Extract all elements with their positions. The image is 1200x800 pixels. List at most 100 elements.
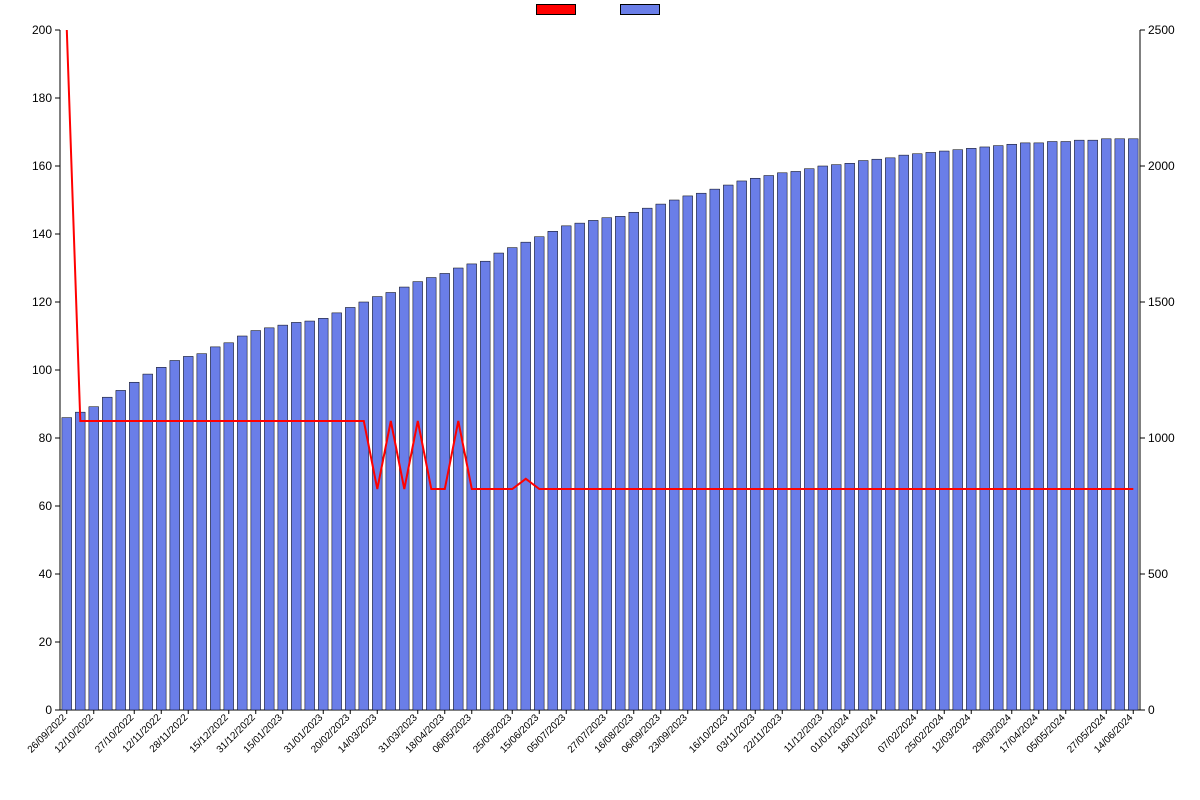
bar (440, 273, 450, 710)
bar (143, 374, 153, 710)
bar (939, 151, 949, 710)
bar (1034, 143, 1044, 710)
bar (62, 418, 72, 710)
bar (750, 178, 760, 710)
bar (305, 321, 315, 710)
chart-canvas: 0204060801001201401601802000500100015002… (0, 0, 1200, 800)
bar (399, 287, 409, 710)
legend (0, 4, 1200, 15)
legend-swatch-bar (620, 4, 660, 15)
y-left-tick-label: 20 (39, 635, 53, 649)
bar (264, 328, 274, 710)
bar (575, 223, 585, 710)
bar (912, 154, 922, 710)
bar (534, 237, 544, 710)
bar (1128, 139, 1138, 710)
bar (845, 163, 855, 710)
bar (359, 302, 369, 710)
bar (116, 390, 126, 710)
bar (453, 268, 463, 710)
bar (102, 397, 112, 710)
bar (1088, 140, 1098, 710)
bar (764, 176, 774, 710)
bar (480, 261, 490, 710)
bar (156, 367, 166, 710)
y-right-tick-label: 1000 (1148, 431, 1175, 445)
bar (1007, 144, 1017, 710)
bar (210, 347, 220, 710)
bar (818, 166, 828, 710)
bar (710, 189, 720, 710)
bar (683, 196, 693, 710)
bar (345, 307, 355, 710)
bar (723, 185, 733, 710)
bar (1074, 140, 1084, 710)
bar (1061, 142, 1071, 710)
y-left-tick-label: 0 (45, 703, 52, 717)
bar (521, 242, 531, 710)
bar (642, 208, 652, 710)
bar (831, 165, 841, 710)
bar (494, 253, 504, 710)
y-right-tick-label: 2000 (1148, 159, 1175, 173)
bar (372, 297, 382, 710)
bar (993, 146, 1003, 710)
bar (237, 336, 247, 710)
bar (278, 325, 288, 710)
bar (737, 181, 747, 710)
bar (75, 412, 85, 710)
y-left-tick-label: 180 (32, 91, 52, 105)
y-right-tick-label: 2500 (1148, 23, 1175, 37)
bar (953, 150, 963, 710)
y-right-tick-label: 1500 (1148, 295, 1175, 309)
bar (318, 318, 328, 710)
bar (980, 147, 990, 710)
bar (251, 331, 261, 710)
bar (413, 282, 423, 710)
y-right-tick-label: 500 (1148, 567, 1168, 581)
y-left-tick-label: 60 (39, 499, 53, 513)
y-left-tick-label: 40 (39, 567, 53, 581)
bar (602, 218, 612, 710)
legend-item-bar (620, 4, 664, 15)
bar (804, 169, 814, 710)
bar (588, 220, 598, 710)
y-left-tick-label: 120 (32, 295, 52, 309)
y-left-tick-label: 200 (32, 23, 52, 37)
bar (872, 159, 882, 710)
y-left-tick-label: 100 (32, 363, 52, 377)
bar (426, 278, 436, 710)
bar (548, 231, 558, 710)
bar (89, 407, 99, 710)
bar (966, 148, 976, 710)
bar (386, 292, 396, 710)
bar (332, 313, 342, 710)
legend-item-line (536, 4, 580, 15)
bar (656, 204, 666, 710)
bar (224, 343, 234, 710)
y-left-tick-label: 80 (39, 431, 53, 445)
bar (561, 226, 571, 710)
bar (1101, 139, 1111, 710)
bar (858, 161, 868, 710)
bar (1115, 139, 1125, 710)
bar (197, 354, 207, 710)
bar (791, 171, 801, 710)
bar (615, 216, 625, 710)
bar (183, 356, 193, 710)
bar (899, 155, 909, 710)
bar (669, 200, 679, 710)
bar (291, 322, 301, 710)
bar (1047, 142, 1057, 710)
bar (696, 193, 706, 710)
y-left-tick-label: 140 (32, 227, 52, 241)
bar (507, 248, 517, 710)
bar (629, 212, 639, 710)
bar (129, 382, 139, 710)
bar (777, 173, 787, 710)
bar (1020, 143, 1030, 710)
y-left-tick-label: 160 (32, 159, 52, 173)
bar (170, 360, 180, 710)
y-right-tick-label: 0 (1148, 703, 1155, 717)
bar-series (62, 139, 1138, 710)
